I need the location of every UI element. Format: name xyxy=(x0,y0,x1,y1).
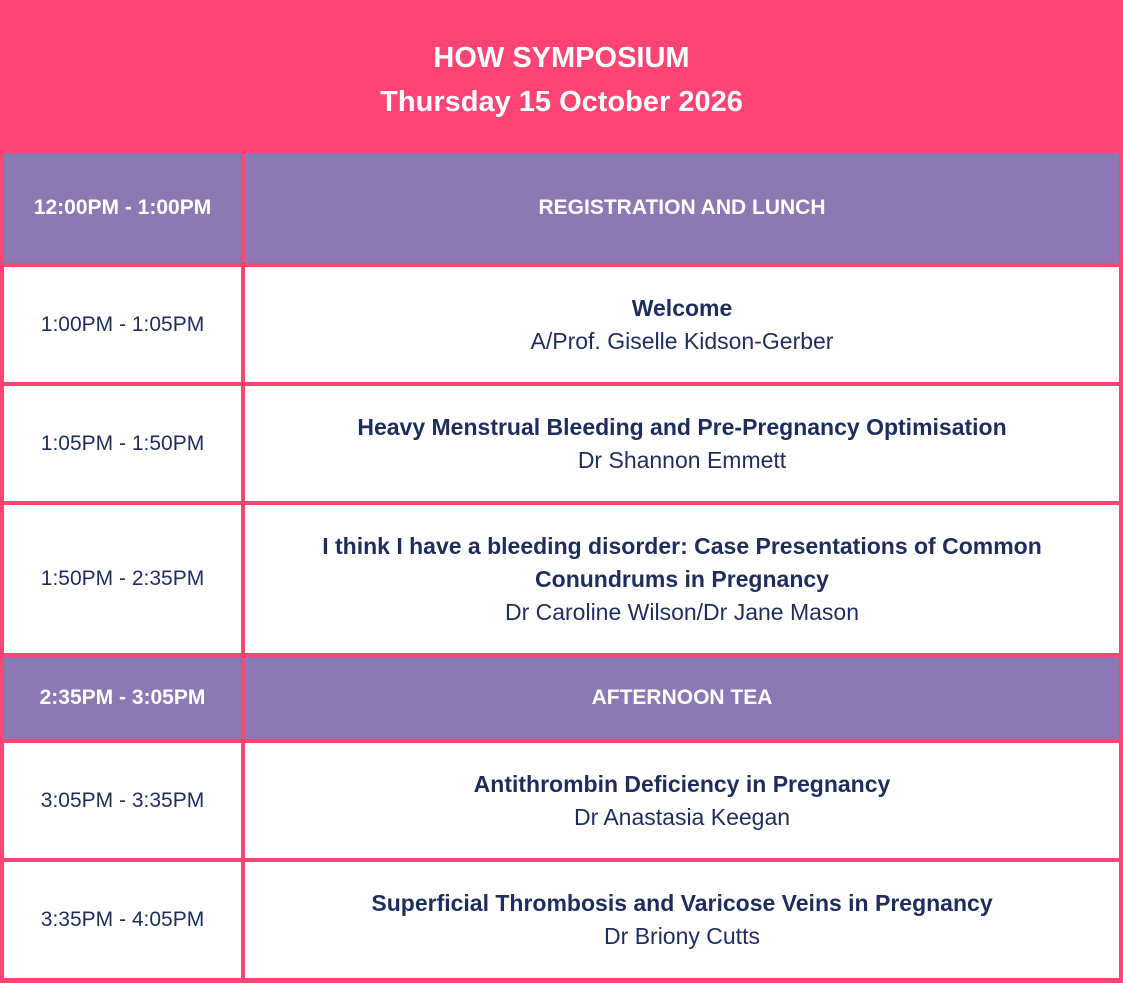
session-cell: REGISTRATION AND LUNCH xyxy=(245,153,1119,263)
time-cell: 3:05PM - 3:35PM xyxy=(4,743,241,858)
speaker: Dr Shannon Emmett xyxy=(577,446,787,473)
session-cell: Antithrombin Deficiency in Pregnancy Dr A… xyxy=(245,743,1119,858)
speaker: Dr Caroline Wilson/Dr Jane Mason xyxy=(504,598,860,625)
time: 2:35PM - 3:05PM xyxy=(39,686,206,709)
speaker: A/Prof. Giselle Kidson-Gerber xyxy=(530,327,834,354)
title: HOW SYMPOSIUM xyxy=(433,42,690,74)
time: 3:35PM - 4:05PM xyxy=(40,908,205,931)
session-title: Antithrombin Deficiency in Pregnancy xyxy=(473,770,891,797)
date: Thursday 15 October 2026 xyxy=(380,86,743,118)
session-cell: AFTERNOON TEA xyxy=(245,657,1119,739)
time: 3:05PM - 3:35PM xyxy=(40,788,205,812)
time-cell: 1:05PM - 1:50PM xyxy=(4,386,241,501)
time-cell: 3:35PM - 4:05PM xyxy=(4,862,241,978)
session-cell: I think I have a bleeding disorder: Case… xyxy=(245,505,1119,653)
time-cell: 12:00PM - 1:00PM xyxy=(4,153,241,263)
header: HOW SYMPOSIUM Thursday 15 October 2026 xyxy=(0,0,1123,150)
time: 1:50PM - 2:35PM xyxy=(40,567,205,590)
session-title: I think I have a bleeding disorder: Case… xyxy=(322,532,1042,592)
time: 12:00PM - 1:00PM xyxy=(33,196,212,219)
speaker: Dr Anastasia Keegan xyxy=(573,803,791,830)
time-cell: 2:35PM - 3:05PM xyxy=(4,657,241,739)
time-cell: 1:50PM - 2:35PM xyxy=(4,505,241,653)
session-cell: Welcome A/Prof. Giselle Kidson-Gerber xyxy=(245,267,1119,382)
session-cell: Heavy Menstrual Bleeding and Pre-Pregnan… xyxy=(245,386,1119,501)
time-cell: 1:00PM - 1:05PM xyxy=(4,267,241,382)
time: 1:00PM - 1:05PM xyxy=(40,312,205,336)
session-title: Superficial Thrombosis and Varicose Vein… xyxy=(371,890,993,916)
session-title: Heavy Menstrual Bleeding and Pre-Pregnan… xyxy=(357,413,1007,440)
session-title: AFTERNOON TEA xyxy=(591,686,773,709)
time: 1:05PM - 1:50PM xyxy=(40,431,205,455)
session-title: Welcome xyxy=(631,294,733,321)
session-title: REGISTRATION AND LUNCH xyxy=(538,196,826,219)
schedule-table: 12:00PM - 1:00PM REGISTRATION AND LUNCH 1:… xyxy=(0,150,1123,982)
speaker: Dr Briony Cutts xyxy=(604,923,760,949)
session-cell: Superficial Thrombosis and Varicose Vein… xyxy=(245,862,1119,978)
